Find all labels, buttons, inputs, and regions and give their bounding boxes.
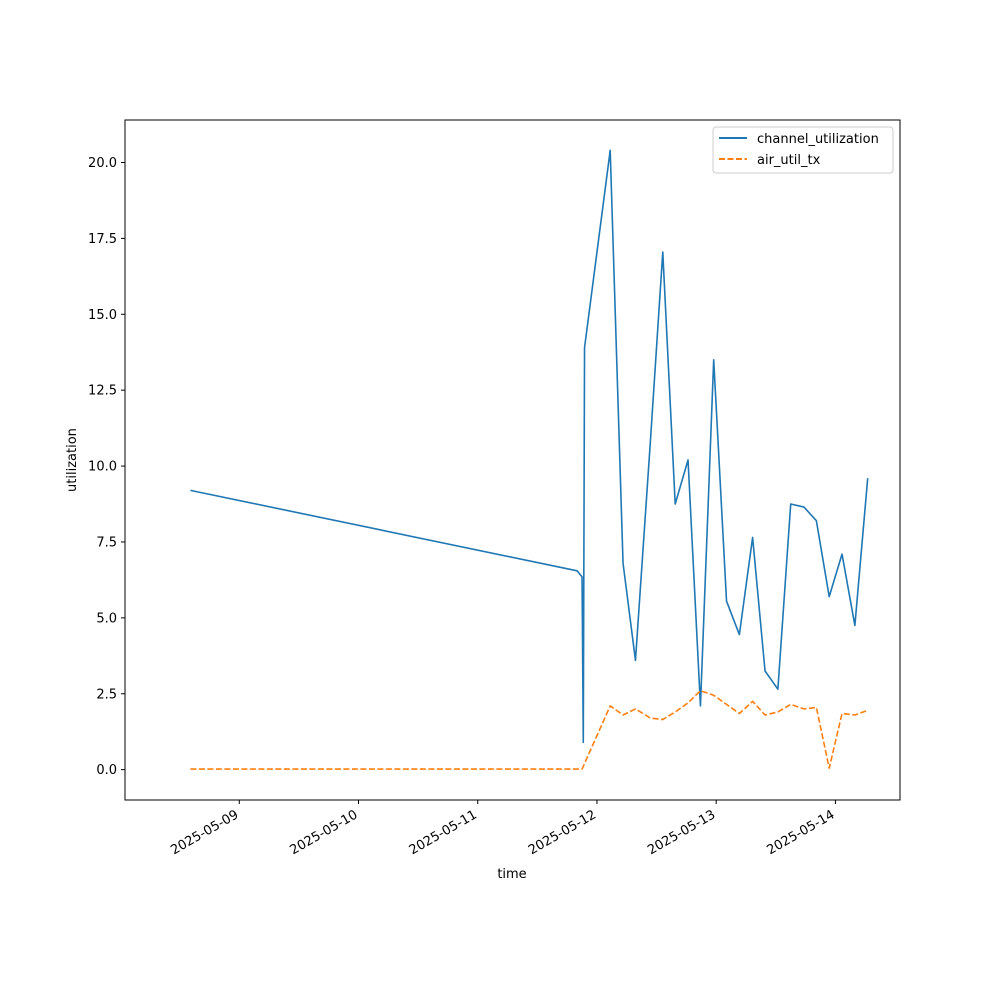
y-tick-label: 17.5 xyxy=(88,232,117,247)
plot-area xyxy=(190,149,869,770)
legend-label-channel-utilization: channel_utilization xyxy=(757,132,879,147)
y-tick-label: 0.0 xyxy=(96,763,117,778)
y-axis-label: utilization xyxy=(65,428,80,492)
axes-frame xyxy=(124,119,901,801)
legend-box xyxy=(712,126,894,174)
series-line-channel-utilization xyxy=(190,149,869,744)
legend-label-air-util-tx: air_util_tx xyxy=(757,153,821,168)
y-tick-label: 5.0 xyxy=(96,611,117,626)
legend: channel_utilization air_util_tx xyxy=(712,126,894,174)
y-tick-label: 10.0 xyxy=(88,460,117,475)
y-tick-label: 15.0 xyxy=(88,308,117,323)
y-tick-label: 7.5 xyxy=(96,535,117,550)
y-tick-label: 2.5 xyxy=(96,687,117,702)
y-tick-label: 12.5 xyxy=(88,384,117,399)
y-tick-label: 20.0 xyxy=(88,156,117,171)
x-axis-label: time xyxy=(497,867,526,882)
y-axis: 0.0 2.5 5.0 7.5 10.0 12.5 15.0 17.5 20.0 xyxy=(88,156,125,778)
series-line-air-util-tx xyxy=(190,689,868,770)
